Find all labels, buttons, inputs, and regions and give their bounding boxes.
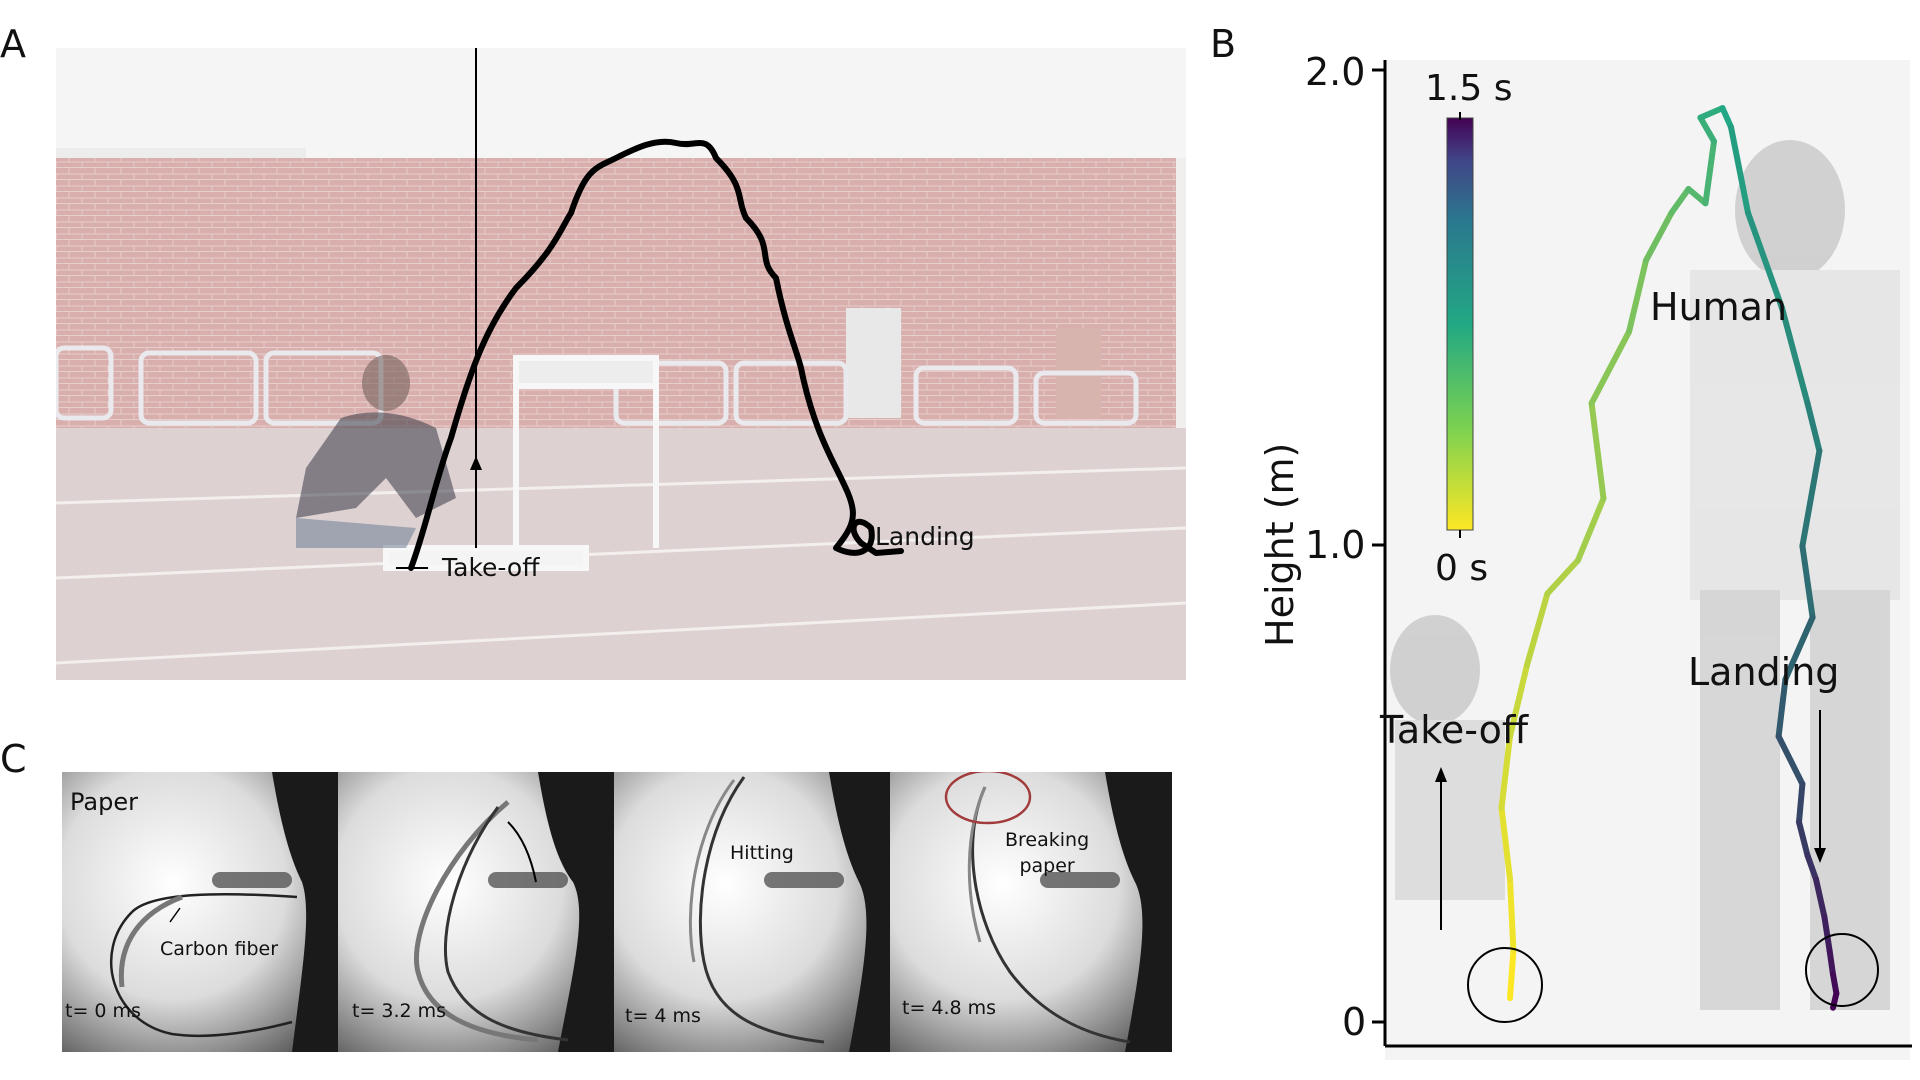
- human-label: Human: [1650, 285, 1788, 329]
- frame-2-time: t= 3.2 ms: [352, 1000, 447, 1022]
- trajectory-segment: [1813, 876, 1828, 921]
- trajectory-segment: [1821, 914, 1833, 954]
- frame-4: [890, 772, 1172, 1052]
- panel-b-plot: [1372, 60, 1912, 1060]
- trajectory-segment: [1524, 590, 1551, 668]
- trajectory-segment: [1719, 105, 1734, 131]
- takeoff-circle: [1467, 947, 1543, 1023]
- trajectory-segment: [1779, 305, 1811, 407]
- frame-3: [614, 772, 890, 1052]
- trajectory-segment: [1544, 557, 1581, 597]
- trajectory-segment: [1830, 971, 1840, 997]
- colorbar-top-label: 1.5 s: [1425, 68, 1513, 109]
- trajectory-segment: [1799, 543, 1816, 621]
- frame-4-time: t= 4.8 ms: [902, 997, 997, 1019]
- trajectory-segment: [1745, 209, 1785, 311]
- trajectory-segment: [1826, 947, 1836, 978]
- ytick-2: 2.0: [1305, 50, 1366, 94]
- trajectory-segment: [1498, 733, 1513, 811]
- trajectory-segment: [1728, 124, 1751, 216]
- trajectory-segment: [1804, 400, 1823, 454]
- panel-c-letter: C: [0, 737, 27, 781]
- trajectory-segment: [1782, 614, 1816, 683]
- trajectory-segment: [1588, 328, 1632, 407]
- trajectory-segment: [1668, 186, 1692, 216]
- panel-b-landing-label: Landing: [1688, 650, 1840, 694]
- trajectory-segment: [1498, 804, 1513, 883]
- landing-circle: [1805, 933, 1879, 1007]
- panel-c-frames: [62, 772, 1172, 1052]
- panel-a-photo: [56, 48, 1186, 680]
- trajectory-segment: [1796, 781, 1806, 826]
- trajectory-segment: [1507, 662, 1530, 740]
- trajectory-segment: [1702, 138, 1717, 207]
- trajectory-segment: [1507, 947, 1517, 1002]
- trajectory-segment: [1685, 186, 1709, 207]
- trajectory-segment: [1796, 819, 1811, 859]
- panel-b-takeoff-label: Take-off: [1380, 708, 1529, 752]
- frame-2: [338, 772, 614, 1052]
- ytick-1: 1.0: [1305, 523, 1366, 567]
- panel-a-takeoff-label: Take-off: [442, 553, 540, 582]
- frame-3-time: t= 4 ms: [625, 1005, 701, 1027]
- colorbar: [1446, 117, 1474, 531]
- trajectory-segment: [1643, 209, 1675, 264]
- panel-b-letter: B: [1210, 22, 1237, 66]
- ytick-0: 0: [1342, 1000, 1367, 1044]
- trajectory-segment: [1697, 105, 1726, 121]
- frame-1-annotation: Carbon fiber: [160, 938, 279, 960]
- colorbar-bottom-label: 0 s: [1435, 548, 1489, 589]
- trajectory-segment: [1507, 876, 1517, 954]
- trajectory-segment: [1775, 733, 1806, 787]
- panel-c-paper-label: Paper: [70, 788, 138, 816]
- trajectory-segment: [1575, 495, 1607, 564]
- trajectory-segment: [1697, 114, 1717, 145]
- panel-a-trajectory: [408, 138, 904, 571]
- panel-a-letter: A: [0, 22, 26, 66]
- trajectory-segment: [1804, 852, 1819, 883]
- frame-1-time: t= 0 ms: [65, 1000, 141, 1022]
- trajectory-segment: [1775, 676, 1789, 740]
- frame-1: [62, 772, 338, 1052]
- trajectory-segment: [1588, 400, 1607, 502]
- frame-4-annotation: Breaking paper: [1005, 829, 1090, 877]
- panel-b-trajectory: [1498, 105, 1840, 1011]
- panel-b-ylabel: Height (m): [1258, 442, 1302, 647]
- trajectory-segment: [1799, 447, 1823, 549]
- panel-a-landing-label: Landing: [875, 522, 975, 551]
- trajectory-segment: [1626, 257, 1649, 335]
- frame-3-annotation: Hitting: [730, 842, 794, 864]
